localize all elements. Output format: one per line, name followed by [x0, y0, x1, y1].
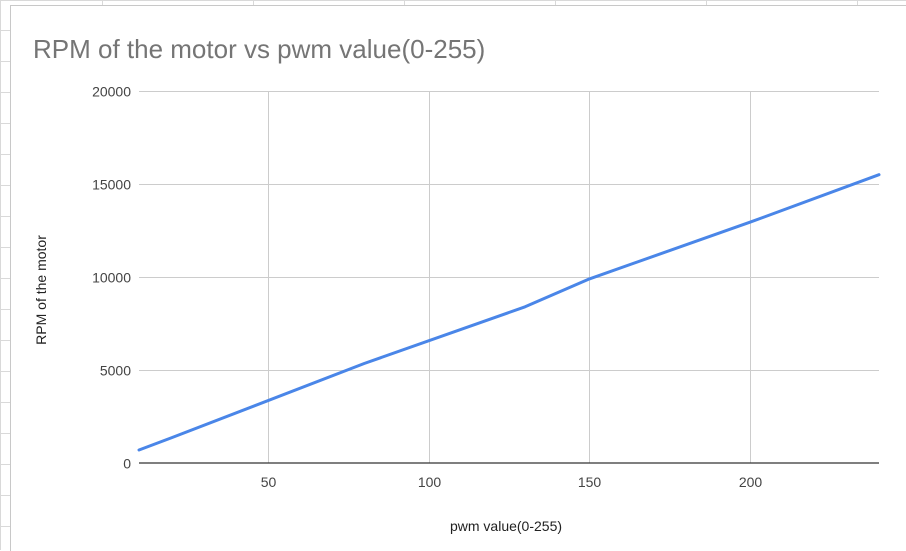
x-tick-label: 150 [578, 474, 602, 490]
chart-card[interactable]: RPM of the motor vs pwm value(0-255) 0 50… [10, 5, 906, 551]
x-axis-title: pwm value(0-255) [450, 518, 562, 534]
x-tick-label: 100 [418, 474, 442, 490]
x-tick-label: 50 [261, 474, 277, 490]
y-tick-label: 0 [123, 456, 131, 472]
x-tick-label: 200 [739, 474, 763, 490]
y-tick-label: 15000 [92, 177, 131, 193]
series-line[interactable] [137, 173, 881, 452]
grid-lines [139, 91, 879, 463]
y-tick-label: 10000 [92, 270, 131, 286]
line-chart: RPM of the motor vs pwm value(0-255) 0 50… [33, 34, 881, 534]
y-axis-title: RPM of the motor [33, 235, 49, 345]
y-tick-label: 20000 [92, 84, 131, 100]
y-axis-tick-labels: 0 5000 10000 15000 20000 [92, 84, 131, 472]
series-layer [137, 173, 881, 452]
y-tick-label: 5000 [100, 363, 131, 379]
x-axis-tick-labels: 50 100 150 200 [261, 474, 763, 490]
chart-title: RPM of the motor vs pwm value(0-255) [33, 34, 485, 64]
